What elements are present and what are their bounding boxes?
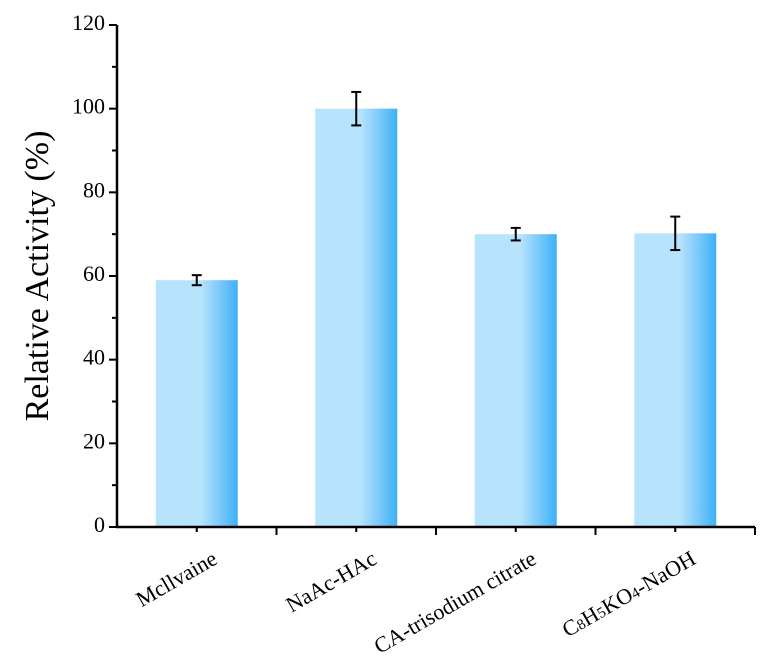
y-tick-label: 60 — [83, 261, 105, 286]
y-tick-label: 0 — [94, 512, 105, 537]
x-category-label-0: Mcllvaine — [131, 546, 221, 612]
x-category-label-1: NaAc-HAc — [281, 545, 380, 617]
error-bar-2 — [510, 226, 521, 242]
axes-group — [109, 24, 756, 535]
bar-2 — [474, 234, 557, 527]
y-tick-label: 100 — [72, 94, 105, 119]
y-tick-label: 40 — [83, 345, 105, 370]
y-axis-title: Relative Activity (%) — [19, 131, 56, 422]
error-bars-group — [191, 90, 681, 287]
y-tick-label: 20 — [83, 428, 105, 453]
error-bar-3 — [670, 215, 681, 252]
y-tick-label: 120 — [72, 10, 105, 35]
error-bar-1 — [351, 90, 362, 127]
error-bar-0 — [191, 274, 202, 287]
bars-group — [155, 108, 717, 528]
bar-3 — [634, 233, 717, 527]
y-tick-labels: 0 20 40 60 80 100 120 — [72, 10, 105, 537]
x-category-label-3: C8H5KO4-NaOH — [558, 545, 700, 642]
x-category-label-2: CA-trisodium citrate — [370, 546, 541, 659]
y-tick-label: 80 — [83, 177, 105, 202]
bar-0 — [155, 280, 238, 527]
bar-1 — [315, 108, 398, 528]
